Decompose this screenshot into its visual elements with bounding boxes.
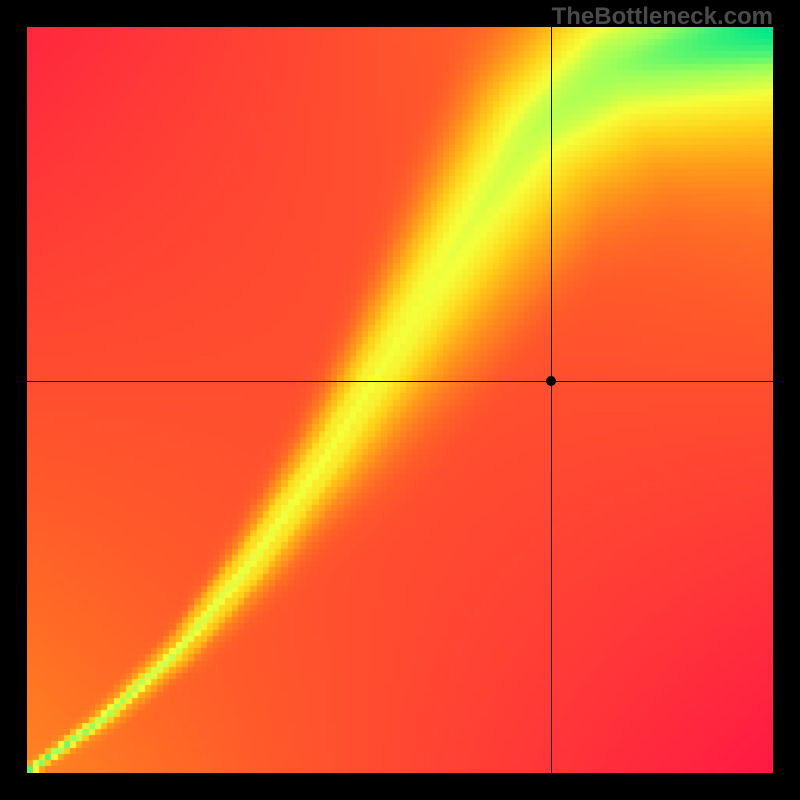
chart-container: TheBottleneck.com: [0, 0, 800, 800]
watermark-text: TheBottleneck.com: [552, 3, 773, 31]
crosshair-vertical: [551, 27, 552, 773]
crosshair-horizontal: [27, 381, 773, 382]
heatmap-canvas: [27, 27, 773, 773]
crosshair-dot: [546, 376, 556, 386]
